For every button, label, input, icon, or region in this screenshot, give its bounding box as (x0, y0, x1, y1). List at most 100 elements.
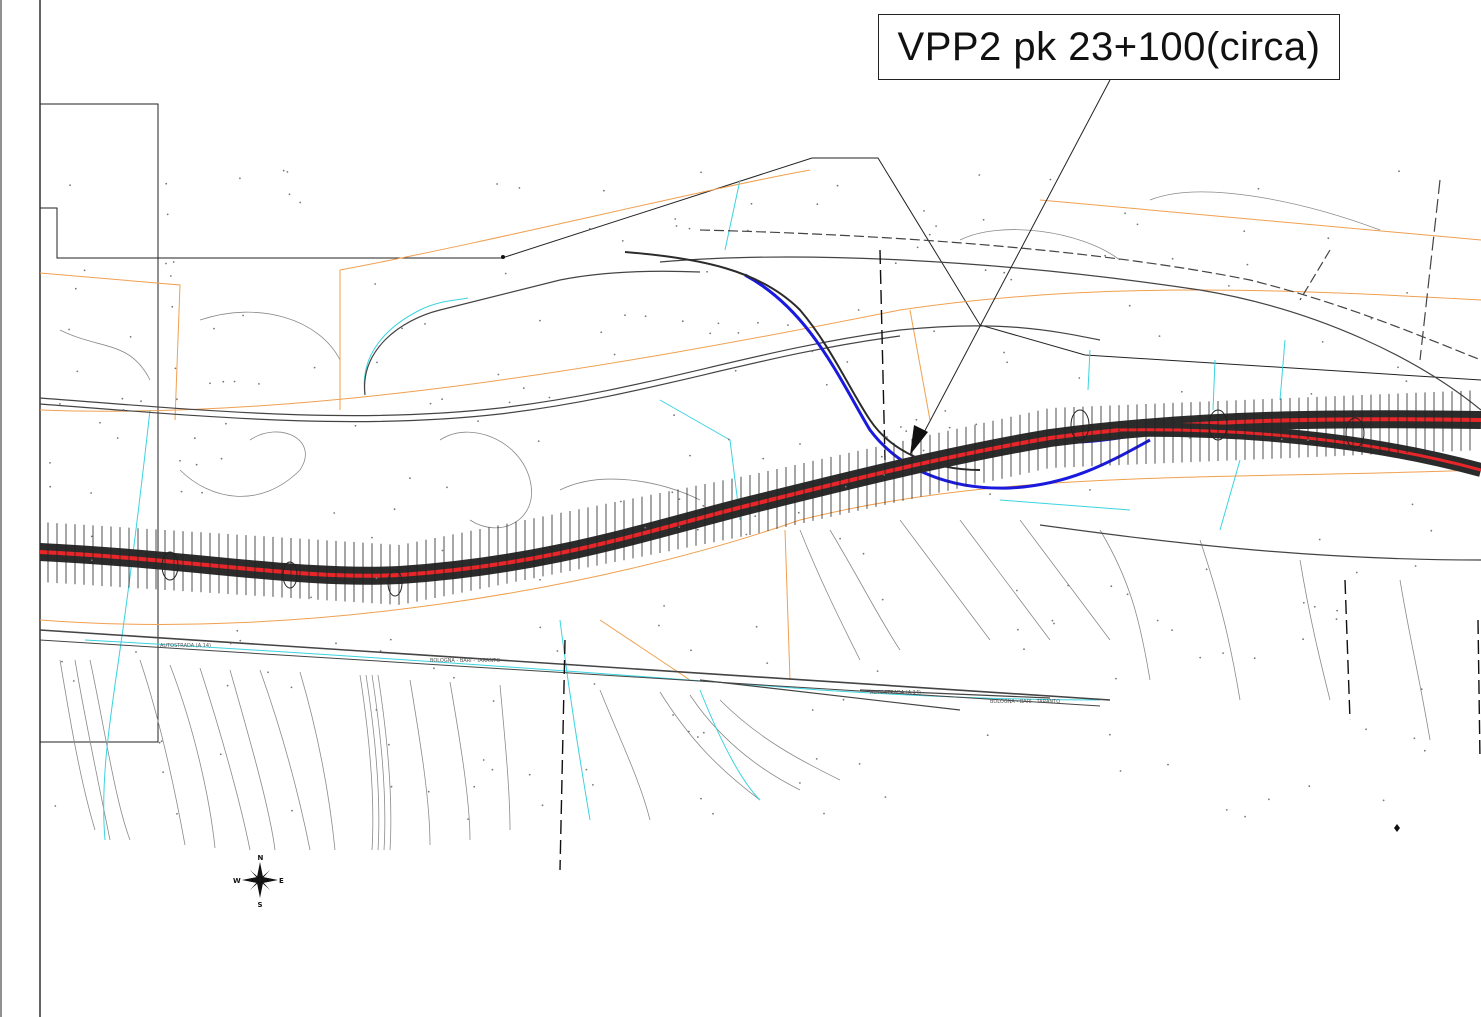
survey-point (491, 768, 494, 771)
survey-point (746, 229, 749, 232)
survey-point (1128, 304, 1131, 307)
survey-point (700, 797, 702, 800)
survey-point (1109, 733, 1111, 736)
survey-point (982, 218, 985, 221)
survey-point (1171, 257, 1174, 260)
survey-point (825, 383, 828, 386)
survey-point (446, 486, 448, 489)
survey-point (935, 225, 937, 228)
survey-point (1397, 366, 1399, 369)
survey-point (209, 382, 211, 385)
survey-point (600, 331, 603, 334)
callout-box: VPP2 pk 23+100(circa) (878, 14, 1340, 80)
survey-point (688, 730, 690, 733)
survey-point (121, 397, 124, 400)
callout-leader (910, 79, 1111, 455)
survey-point (1067, 584, 1069, 587)
survey-point (1078, 377, 1081, 379)
survey-point (797, 511, 800, 514)
survey-point (681, 320, 684, 323)
survey-point (1180, 390, 1183, 393)
survey-point (116, 437, 119, 439)
survey-point (282, 169, 285, 172)
survey-point (1268, 798, 1270, 801)
survey-point (477, 420, 479, 422)
survey-point (379, 650, 382, 652)
survey-point (1244, 815, 1246, 818)
survey-point (754, 515, 757, 518)
survey-point (706, 270, 708, 273)
survey-point (401, 327, 403, 330)
survey-point (1327, 237, 1330, 240)
survey-point (1199, 656, 1202, 659)
survey-point (1420, 688, 1423, 691)
survey-point (663, 605, 665, 607)
survey-point (709, 332, 712, 335)
survey-point (688, 227, 691, 230)
survey-point (857, 309, 860, 311)
survey-point (846, 361, 849, 363)
survey-point (799, 782, 801, 784)
survey-point (354, 424, 357, 427)
survey-point (905, 430, 908, 432)
survey-point (409, 477, 411, 480)
survey-point (135, 651, 137, 653)
survey-point (290, 686, 293, 689)
survey-point (496, 183, 498, 185)
compass-rose: N S E W (233, 854, 284, 909)
survey-point (862, 552, 865, 555)
survey-point (839, 537, 841, 540)
survey-point (593, 683, 596, 685)
survey-point (1308, 785, 1311, 788)
survey-point (876, 670, 879, 672)
survey-point (390, 785, 393, 788)
survey-point (539, 578, 541, 581)
site-boundary (40, 103, 1481, 743)
survey-point (884, 796, 887, 798)
survey-point (815, 758, 818, 760)
survey-point (473, 785, 476, 788)
survey-point (291, 809, 293, 812)
survey-point (1423, 749, 1426, 752)
survey-point (603, 189, 605, 192)
survey-point (335, 642, 337, 645)
survey-point (900, 426, 902, 428)
survey-point (585, 768, 588, 771)
survey-point (441, 549, 444, 552)
survey-point (620, 500, 622, 503)
survey-point (613, 353, 616, 356)
survey-point (702, 731, 705, 734)
compass-south-label: S (258, 901, 263, 909)
survey-point (823, 812, 825, 815)
survey-point (59, 403, 61, 405)
survey-point (467, 818, 469, 820)
survey-point (690, 649, 692, 652)
survey-point (1006, 361, 1008, 364)
alignment-markers (161, 409, 1365, 597)
survey-point (1302, 638, 1304, 641)
survey-point (165, 262, 167, 265)
survey-point (984, 269, 987, 272)
survey-point (673, 414, 675, 417)
survey-point (83, 269, 86, 272)
survey-point (989, 493, 991, 496)
survey-point (165, 182, 168, 185)
survey-point (310, 596, 312, 599)
callout-label: VPP2 pk 23+100(circa) (897, 24, 1321, 69)
survey-point (225, 422, 227, 425)
survey-point (933, 330, 935, 333)
survey-point (1228, 285, 1230, 287)
survey-point (1413, 737, 1416, 740)
survey-point (49, 462, 51, 464)
survey-point (1411, 503, 1414, 506)
survey-point (1136, 223, 1139, 226)
survey-point (375, 709, 378, 711)
survey-point (787, 324, 789, 326)
survey-point (757, 321, 759, 324)
survey-points (49, 169, 1433, 820)
point-markers (501, 255, 1400, 832)
survey-point (689, 454, 691, 457)
survey-point (226, 684, 229, 687)
survey-point (1205, 568, 1208, 571)
survey-point (389, 638, 392, 641)
